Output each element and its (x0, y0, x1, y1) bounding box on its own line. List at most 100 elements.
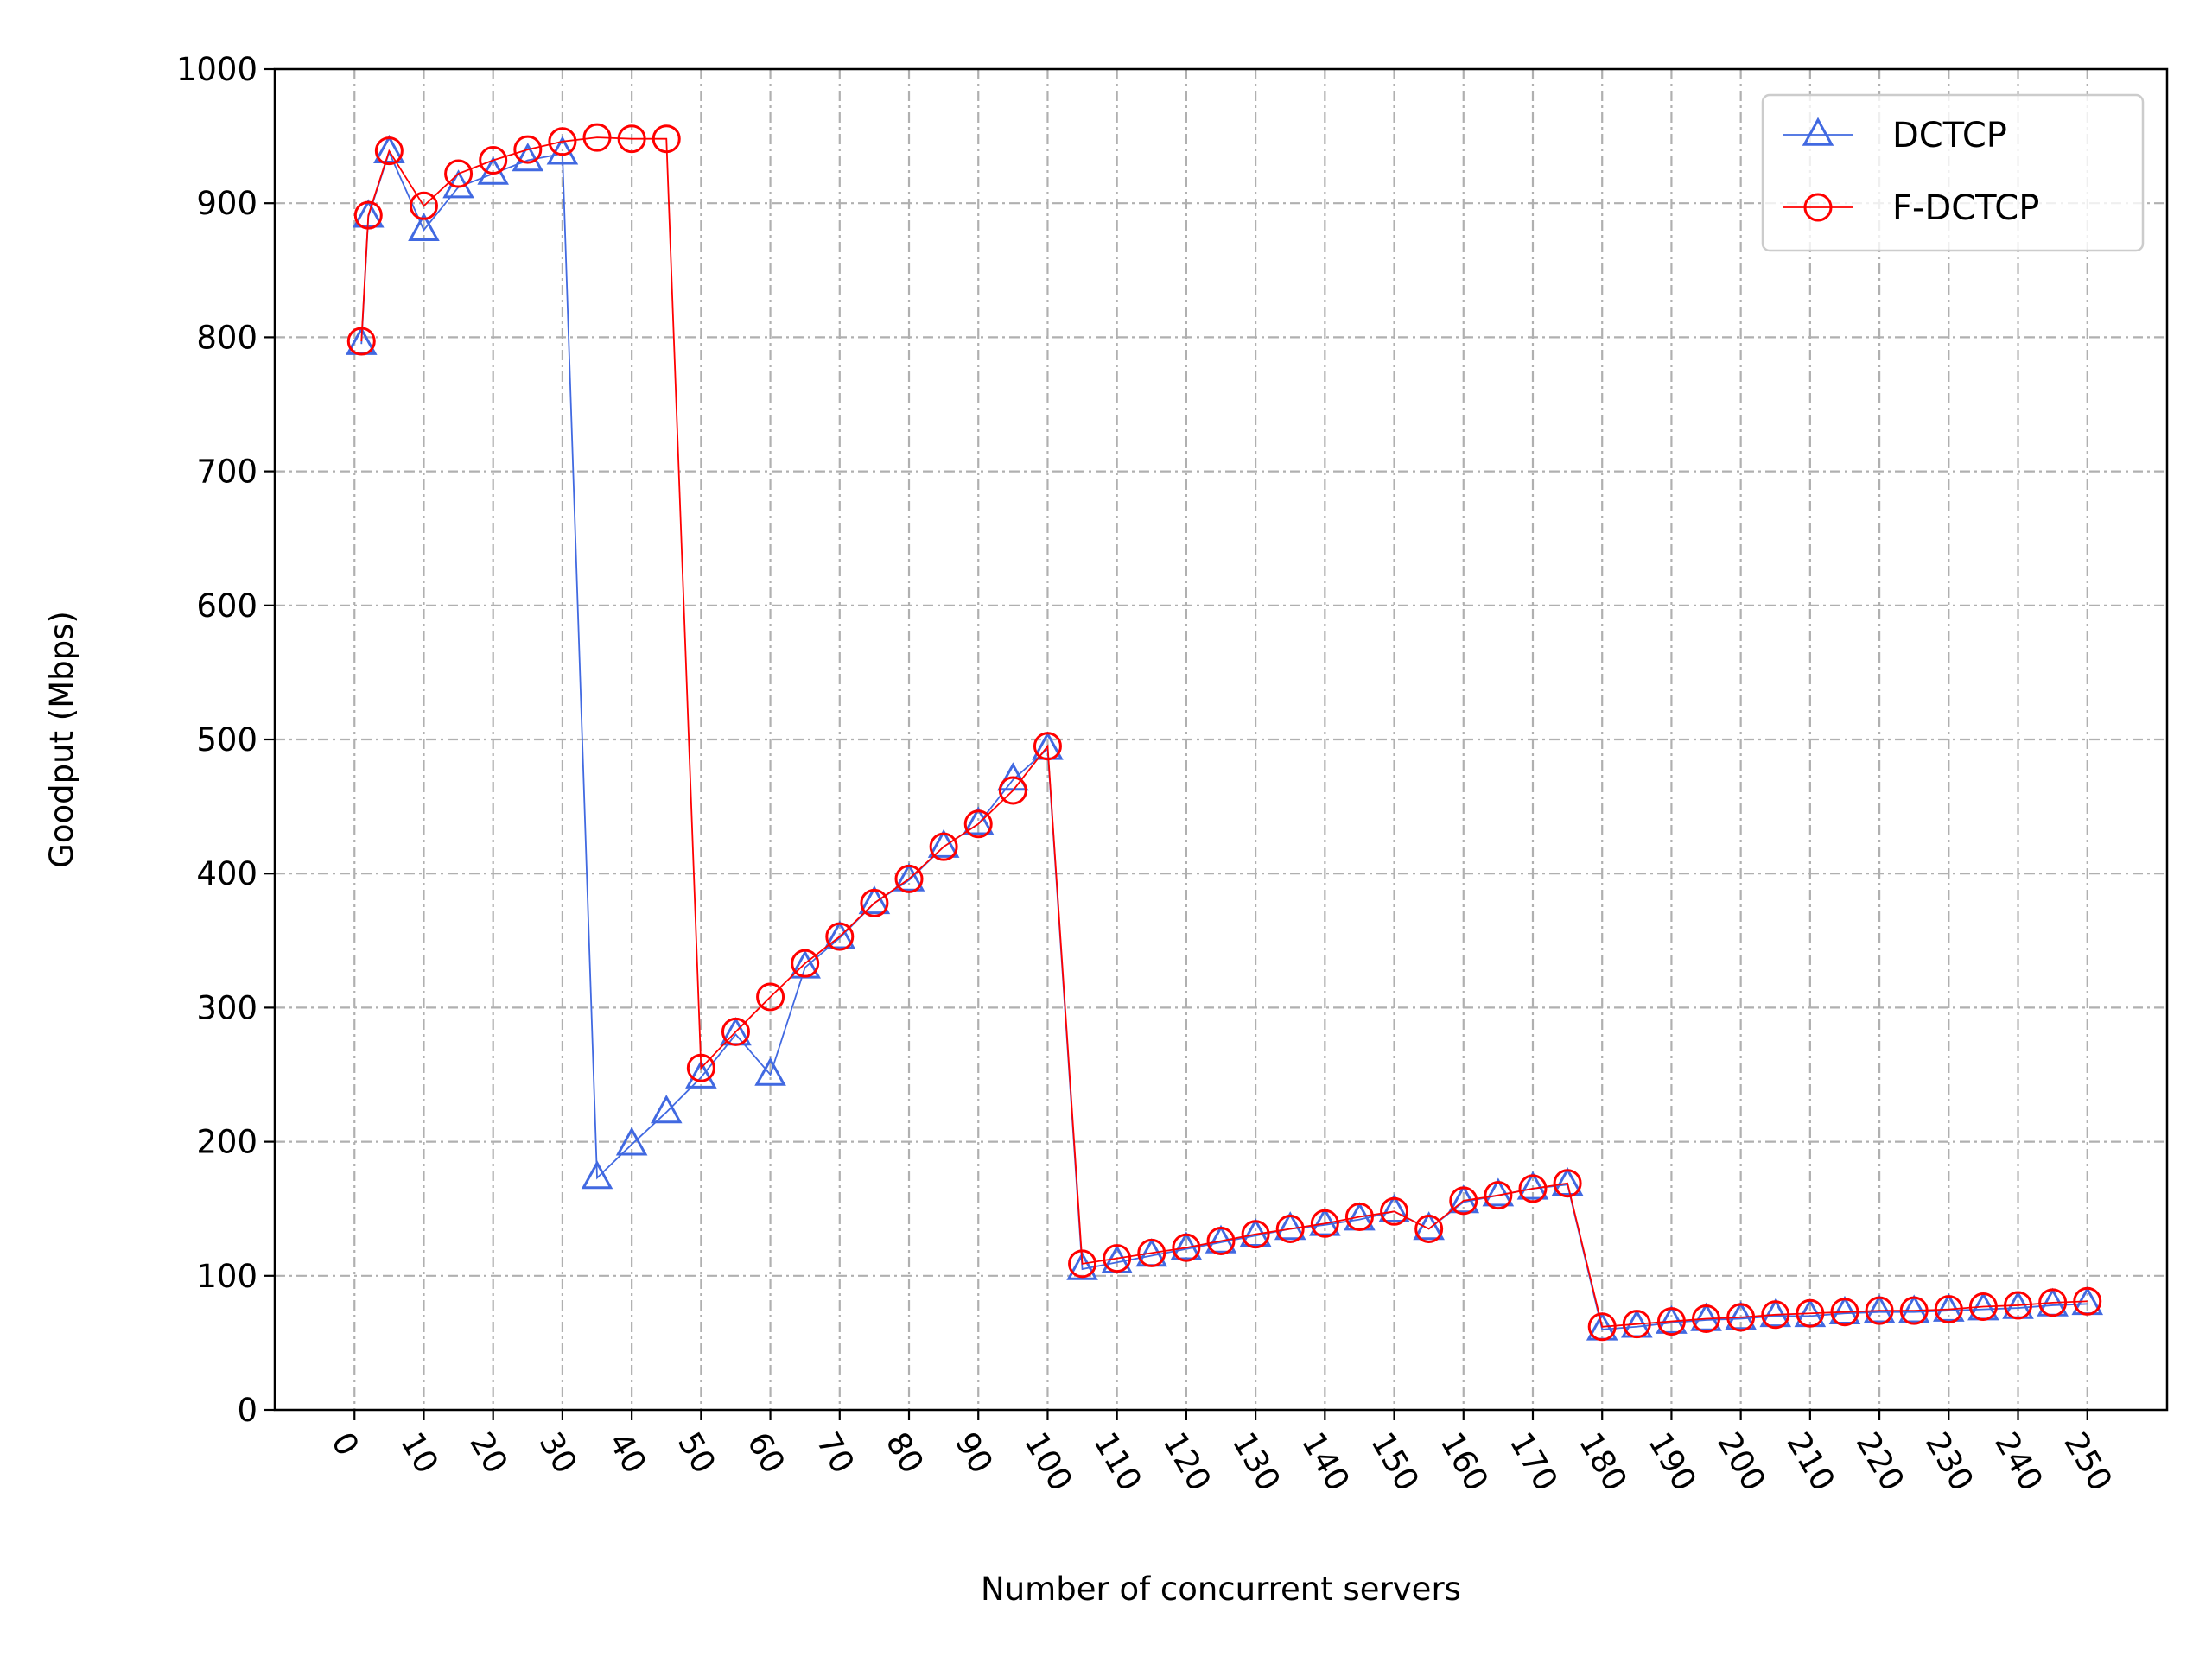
data-point (1551, 1166, 1584, 1196)
data-point (2038, 1288, 2068, 1317)
data-point (963, 809, 993, 839)
data-point (1344, 1203, 1374, 1232)
data-point (1103, 1244, 1132, 1273)
y-axis-label: Goodput (Mbps) (43, 611, 80, 868)
legend-item: F-DCTCP (1783, 188, 2039, 228)
data-point (1830, 1298, 1859, 1327)
data-point (823, 920, 856, 949)
y-tick-label: 800 (196, 319, 257, 356)
data-point (617, 124, 646, 154)
data-point (756, 982, 785, 1012)
data-point (1380, 1196, 1409, 1226)
data-point (1414, 1214, 1444, 1243)
data-point (374, 136, 404, 166)
data-point (1828, 1295, 1861, 1325)
data-point (346, 327, 376, 356)
data-point (754, 1057, 786, 1086)
y-tick-label: 700 (196, 454, 257, 491)
data-point (2073, 1286, 2102, 1316)
data-point (1068, 1249, 1097, 1279)
data-point (512, 143, 544, 172)
series-line (360, 136, 2088, 1328)
data-point (1865, 1296, 1894, 1325)
data-point (1241, 1220, 1270, 1249)
data-point (1484, 1181, 1513, 1210)
data-point (962, 806, 995, 835)
data-point (893, 862, 925, 892)
data-point (1516, 1171, 1549, 1200)
data-point (685, 1059, 717, 1089)
y-tick-label: 0 (237, 1392, 257, 1429)
y-tick-label: 500 (196, 721, 257, 759)
data-point (998, 776, 1027, 805)
y-tick-label: 200 (196, 1124, 257, 1161)
legend-label: F-DCTCP (1892, 188, 2039, 228)
data-point (1726, 1303, 1756, 1332)
data-point (1692, 1304, 1721, 1333)
data-point (1622, 1310, 1651, 1339)
series-line (360, 149, 2088, 1330)
data-point (373, 134, 405, 163)
data-point (652, 124, 681, 154)
data-point (1863, 1294, 1896, 1323)
data-point (1899, 1296, 1929, 1325)
data-point (1378, 1193, 1410, 1223)
data-point (2004, 1291, 2033, 1320)
data-point (1033, 732, 1062, 761)
data-point (1172, 1233, 1201, 1262)
data-point (1275, 1214, 1305, 1243)
x-axis-label: Number of concurrent servers (981, 1571, 1461, 1608)
data-point (1482, 1177, 1515, 1207)
series-group (345, 123, 2104, 1342)
data-point (1656, 1307, 1686, 1336)
data-point (650, 1095, 683, 1124)
y-tick-label: 100 (196, 1258, 257, 1295)
data-point (1066, 1251, 1098, 1280)
data-point (1690, 1302, 1722, 1331)
data-point (1518, 1174, 1548, 1203)
data-point (858, 885, 891, 915)
data-point (791, 949, 820, 978)
data-point (546, 136, 579, 165)
data-point (1587, 1312, 1617, 1342)
legend-marker (1802, 117, 1834, 146)
data-point (581, 1160, 613, 1190)
data-point (1137, 1238, 1166, 1267)
data-point (686, 1053, 715, 1082)
data-point (1761, 1300, 1790, 1330)
data-point (825, 922, 855, 951)
legend-box (1761, 93, 2145, 252)
data-point (1796, 1298, 1825, 1328)
data-point (353, 200, 383, 230)
data-point (1897, 1294, 1930, 1323)
data-point (894, 864, 924, 893)
legend-item: DCTCP (1783, 116, 2007, 156)
data-point (408, 212, 440, 241)
grid-lines (275, 69, 2167, 1410)
y-tick-label: 900 (196, 185, 257, 222)
data-point (860, 888, 889, 917)
legend: DCTCP F-DCTCP (1761, 93, 2145, 252)
data-point (1449, 1186, 1478, 1216)
legend-label: DCTCP (1892, 116, 2007, 156)
y-tick-label: 400 (196, 855, 257, 892)
data-point (1206, 1226, 1236, 1255)
legend-marker (1803, 193, 1833, 222)
data-point (1968, 1292, 1998, 1321)
y-tick-label: 300 (196, 989, 257, 1026)
data-point (479, 146, 508, 175)
data-point (1274, 1211, 1306, 1241)
data-point (1759, 1298, 1792, 1328)
y-tick-label: 600 (196, 587, 257, 625)
data-point (1553, 1169, 1582, 1198)
data-point (582, 123, 612, 152)
series-f-dctcp (346, 123, 2102, 1342)
data-point (444, 159, 474, 188)
data-point (927, 828, 960, 858)
data-point (1310, 1209, 1339, 1238)
data-point (721, 1017, 750, 1046)
data-point (548, 127, 577, 156)
data-point (615, 1127, 648, 1156)
